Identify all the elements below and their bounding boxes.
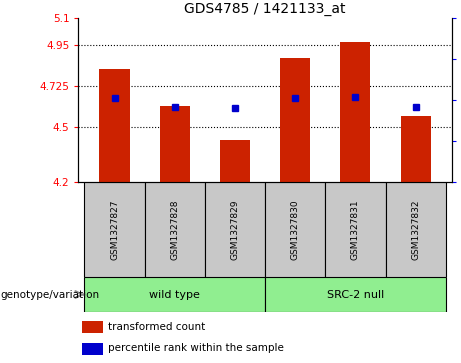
Bar [280,58,310,182]
Bar [265,277,446,311]
Bar [325,182,385,277]
Bar [385,182,446,277]
Text: GSM1327829: GSM1327829 [230,199,239,260]
Bar [82,321,103,333]
Text: GSM1327830: GSM1327830 [291,199,300,260]
Bar [84,182,145,277]
Bar [205,182,265,277]
Bar [401,117,431,182]
Bar [265,182,325,277]
Bar [220,140,250,182]
Text: percentile rank within the sample: percentile rank within the sample [108,343,284,354]
Text: genotype/variation: genotype/variation [0,290,99,299]
Text: GSM1327831: GSM1327831 [351,199,360,260]
Title: GDS4785 / 1421133_at: GDS4785 / 1421133_at [184,2,346,16]
Bar [160,106,190,182]
Text: GSM1327832: GSM1327832 [411,199,420,260]
Bar [100,69,130,182]
Text: GSM1327827: GSM1327827 [110,199,119,260]
Bar [145,182,205,277]
Bar [82,343,103,355]
Text: SRC-2 null: SRC-2 null [327,290,384,299]
Text: transformed count: transformed count [108,322,206,332]
Text: wild type: wild type [149,290,200,299]
Text: GSM1327828: GSM1327828 [170,199,179,260]
Bar [340,42,371,182]
Bar [84,277,265,311]
